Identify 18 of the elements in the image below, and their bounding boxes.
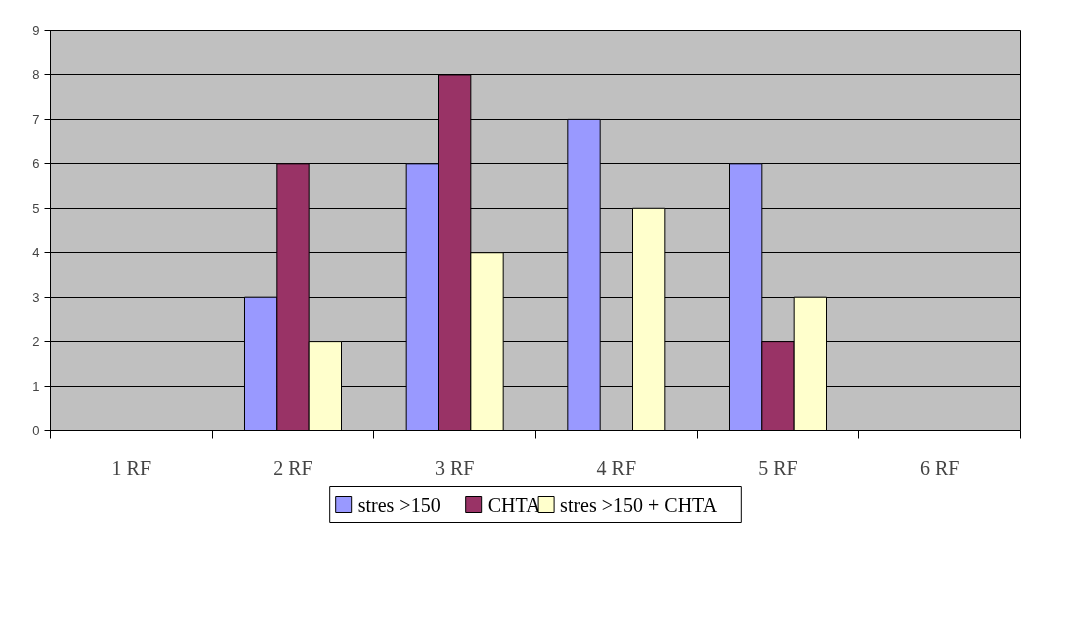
y-tick-label: 8	[32, 67, 40, 83]
y-tick-label: 9	[32, 23, 40, 38]
y-tick-label: 7	[32, 111, 40, 127]
legend-label: stres >150 + CHTA	[560, 493, 718, 516]
x-tick-label: 6 RF	[919, 456, 960, 479]
x-tick-label: 5 RF	[758, 456, 798, 479]
x-tick-label: 4 RF	[596, 456, 637, 479]
x-tick-label: 3 RF	[434, 456, 475, 479]
y-tick-label: 0	[32, 423, 40, 438]
y-tick-label: 2	[32, 334, 40, 350]
y-tick-label: 1	[32, 378, 40, 394]
y-tick-label: 5	[32, 200, 40, 216]
legend-label: stres >150	[357, 493, 441, 516]
y-tick-label: 6	[32, 156, 40, 172]
y-tick-label: 4	[32, 245, 40, 261]
x-tick-label: 2 RF	[273, 456, 313, 479]
x-tick-label: 1 RF	[111, 456, 152, 479]
y-tick-label: 3	[32, 289, 40, 305]
